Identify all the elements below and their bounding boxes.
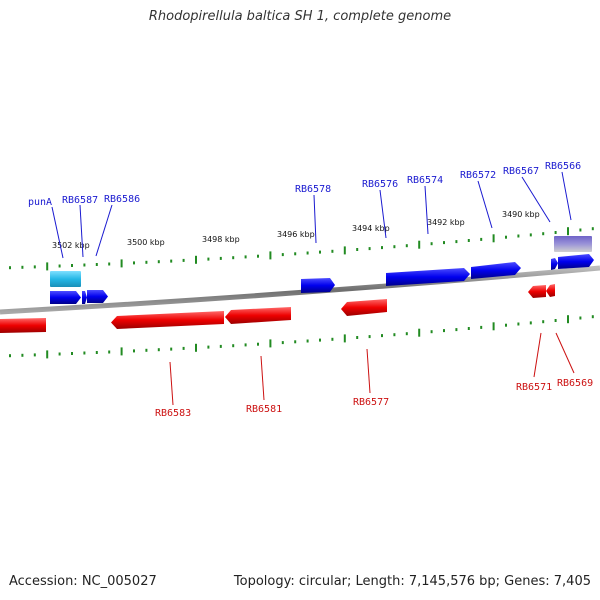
forward-gene-RB6578[interactable] — [301, 278, 335, 293]
gene-label[interactable]: punA — [28, 197, 52, 208]
scale-label: 3494 kbp — [352, 224, 390, 233]
forward-genes — [50, 236, 594, 304]
forward-gene-RB6586[interactable] — [87, 290, 108, 303]
genome-title: Rhodopirellula baltica SH 1, complete ge… — [148, 9, 452, 24]
forward-gene-RB6574[interactable] — [471, 262, 521, 279]
reverse-gene-leaders — [169, 332, 575, 406]
forward-gene-label-texts: punA RB6587 RB6586 RB6578 RB6576 RB6574 … — [28, 161, 581, 208]
genome-backbone — [0, 265, 600, 315]
gene-label[interactable]: RB6569 — [557, 378, 593, 389]
top-tick-track — [9, 227, 594, 271]
forward-gene-punA[interactable] — [50, 291, 81, 304]
scale-label: 3502 kbp — [52, 241, 90, 250]
forward-gene-RB6567[interactable] — [551, 258, 558, 270]
gene-label[interactable]: RB6566 — [545, 161, 581, 172]
gene-label[interactable]: RB6586 — [104, 194, 140, 205]
scale-label: 3500 kbp — [127, 238, 165, 247]
forward-gene-RB6566[interactable] — [558, 254, 594, 269]
scale-label: 3492 kbp — [427, 218, 465, 227]
gene-label[interactable]: RB6578 — [295, 184, 331, 195]
reverse-gene-RB6569[interactable] — [546, 284, 555, 297]
gene-label[interactable]: RB6587 — [62, 195, 98, 206]
gene-label[interactable]: RB6583 — [155, 408, 191, 419]
bottom-tick-track — [9, 315, 594, 359]
forward-gene-labels — [51, 171, 572, 259]
scale-label: 3496 kbp — [277, 230, 315, 239]
gene-label[interactable]: RB6577 — [353, 397, 389, 408]
accession-text: Accession: NC_005027 — [9, 574, 157, 589]
reverse-gene-RB6583[interactable] — [111, 311, 224, 329]
gene-label[interactable]: RB6574 — [407, 175, 443, 186]
gene-label[interactable]: RB6567 — [503, 166, 539, 177]
purple-feature[interactable] — [554, 236, 592, 252]
reverse-gene-RB6571[interactable] — [528, 285, 546, 298]
scale-label: 3498 kbp — [202, 235, 240, 244]
forward-gene-RB6587[interactable] — [82, 291, 87, 304]
reverse-gene-RB6581[interactable] — [225, 307, 291, 324]
scale-labels: 3502 kbp 3500 kbp 3498 kbp 3496 kbp 3494 kbp… — [52, 210, 540, 250]
scale-label: 3490 kbp — [502, 210, 540, 219]
reverse-gene-label-texts: RB6583 RB6581 RB6577 RB6571 RB6569 — [155, 378, 593, 419]
cyan-feature[interactable] — [50, 271, 81, 287]
gene-label[interactable]: RB6581 — [246, 404, 282, 415]
forward-gene-RB6576[interactable] — [386, 268, 470, 286]
reverse-gene-partial-left[interactable] — [0, 318, 46, 333]
gene-label[interactable]: RB6571 — [516, 382, 552, 393]
gene-label[interactable]: RB6576 — [362, 179, 398, 190]
gene-label[interactable]: RB6572 — [460, 170, 496, 181]
reverse-genes — [0, 284, 555, 333]
genome-summary-text: Topology: circular; Length: 7,145,576 bp… — [233, 574, 591, 589]
reverse-gene-RB6577[interactable] — [341, 299, 387, 316]
